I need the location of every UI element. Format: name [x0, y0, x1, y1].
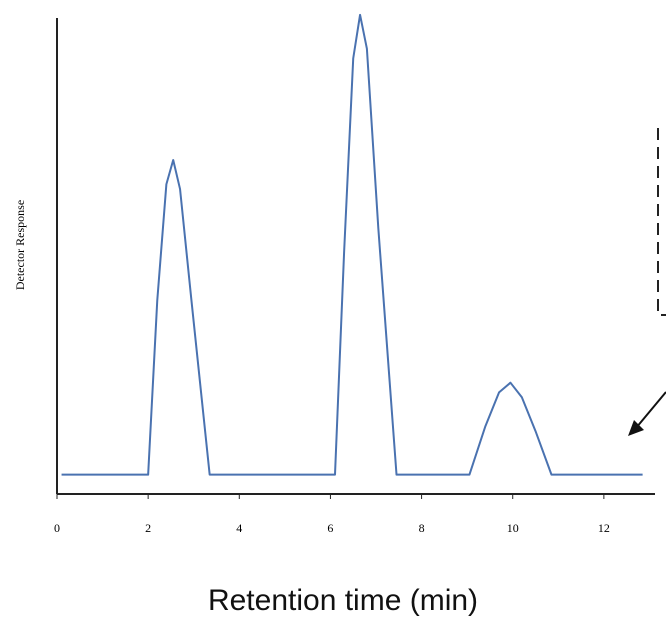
x-tick-label: 2 [145, 521, 151, 535]
x-tick-label: 10 [507, 521, 519, 535]
dashed-box [657, 128, 666, 316]
arrow-head [628, 420, 644, 436]
chromatogram-line [61, 13, 643, 476]
y-axis-label: Detector Response [13, 200, 27, 290]
x-tick-label: 6 [327, 521, 333, 535]
x-tick-label: 12 [598, 521, 610, 535]
arrow [635, 391, 666, 429]
x-tick-label: 4 [236, 521, 242, 535]
x-tick-label: 0 [54, 521, 60, 535]
x-axis-label: Retention time (min) [208, 584, 478, 617]
x-tick-label: 8 [419, 521, 425, 535]
